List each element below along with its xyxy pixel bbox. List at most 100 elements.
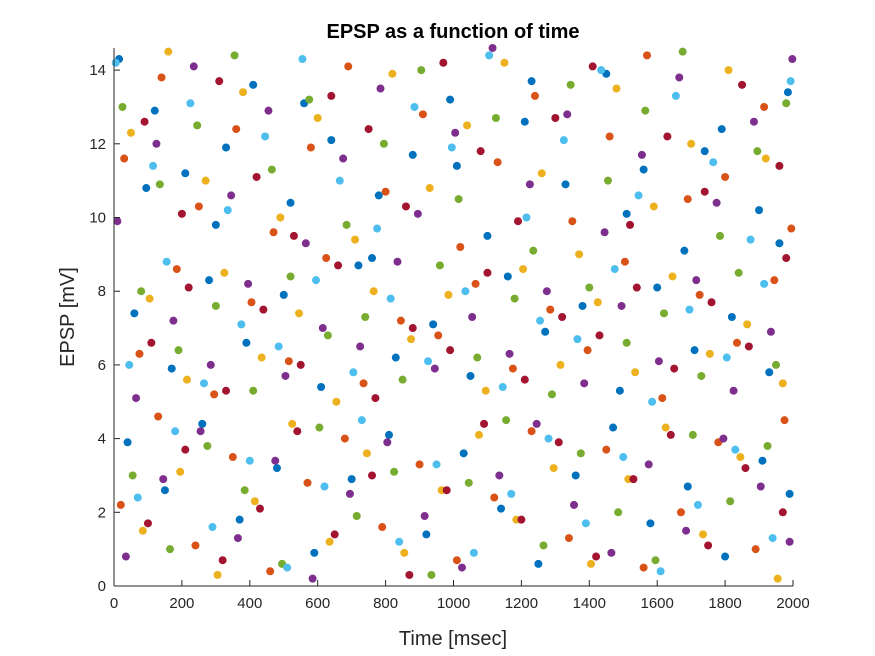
data-point	[773, 574, 782, 583]
data-point	[566, 80, 575, 89]
data-point	[126, 128, 135, 137]
data-point	[471, 279, 480, 288]
data-point	[573, 335, 582, 344]
data-point	[317, 383, 326, 392]
data-point	[763, 441, 772, 450]
data-point	[580, 379, 589, 388]
data-point	[327, 136, 336, 145]
data-point	[359, 379, 368, 388]
data-point	[716, 231, 725, 240]
data-point	[434, 331, 443, 340]
data-point	[252, 172, 261, 181]
data-point	[476, 147, 485, 156]
data-point	[600, 228, 609, 237]
data-point	[497, 504, 506, 513]
data-point	[738, 80, 747, 89]
data-point	[668, 272, 677, 281]
data-point	[368, 254, 377, 263]
data-point	[646, 519, 655, 528]
data-point	[152, 139, 161, 148]
data-point	[356, 342, 365, 351]
data-point	[162, 257, 171, 266]
data-point	[284, 357, 293, 366]
data-point	[787, 224, 796, 233]
data-point	[480, 419, 489, 428]
data-point	[120, 154, 129, 163]
data-point	[683, 195, 692, 204]
data-point	[137, 287, 146, 296]
data-point	[661, 423, 670, 432]
data-point	[352, 511, 361, 520]
data-point	[142, 184, 151, 193]
data-point	[634, 191, 643, 200]
data-point	[157, 73, 166, 82]
data-point	[659, 309, 668, 318]
data-point	[539, 541, 548, 550]
data-point	[272, 464, 281, 473]
data-point	[147, 338, 156, 347]
data-point	[527, 427, 536, 436]
data-point	[400, 548, 409, 557]
data-point	[345, 489, 354, 498]
data-point	[474, 430, 483, 439]
data-point	[155, 180, 164, 189]
data-point	[266, 567, 275, 576]
data-point	[286, 198, 295, 207]
data-point	[605, 132, 614, 141]
data-point	[454, 195, 463, 204]
data-point	[274, 342, 283, 351]
data-point	[726, 497, 735, 506]
data-point	[734, 268, 743, 277]
data-point	[361, 313, 370, 321]
data-point	[778, 379, 787, 388]
data-point	[461, 287, 470, 296]
data-point	[682, 526, 691, 535]
data-point	[228, 453, 237, 462]
data-point	[510, 294, 519, 303]
data-point	[620, 257, 629, 266]
data-point	[232, 125, 241, 134]
data-point	[755, 206, 764, 215]
data-point	[588, 62, 597, 71]
data-point	[643, 51, 652, 60]
data-point	[301, 239, 310, 248]
data-point	[772, 360, 781, 369]
data-point	[379, 139, 388, 148]
y-tick-label: 12	[89, 136, 106, 153]
data-point	[490, 493, 499, 502]
data-point	[154, 412, 163, 421]
x-tick-label: 1400	[573, 595, 606, 612]
data-point	[201, 176, 210, 185]
data-point	[736, 453, 745, 462]
data-point	[469, 548, 478, 557]
data-point	[629, 475, 638, 484]
data-point	[315, 423, 324, 432]
data-point	[213, 570, 222, 579]
data-point	[775, 239, 784, 248]
y-tick-label: 14	[89, 62, 106, 79]
data-point	[704, 541, 713, 550]
x-tick-label: 1200	[505, 595, 538, 612]
data-point	[330, 530, 339, 539]
x-tick-label: 2000	[776, 595, 809, 612]
data-point	[551, 114, 560, 123]
data-point	[778, 508, 787, 517]
data-point	[615, 386, 624, 395]
data-point	[264, 106, 273, 115]
data-point	[653, 283, 662, 292]
data-point	[182, 375, 191, 384]
data-point	[751, 545, 760, 554]
data-point	[760, 102, 769, 111]
data-point	[663, 132, 672, 141]
x-axis-label: Time [msec]	[399, 628, 507, 650]
data-point	[741, 464, 750, 473]
data-point	[396, 316, 405, 325]
data-point	[386, 294, 395, 303]
data-point	[289, 231, 298, 240]
data-point	[695, 290, 704, 299]
data-point	[374, 191, 383, 200]
data-point	[405, 570, 414, 579]
data-point	[666, 430, 675, 439]
data-point	[220, 268, 229, 277]
